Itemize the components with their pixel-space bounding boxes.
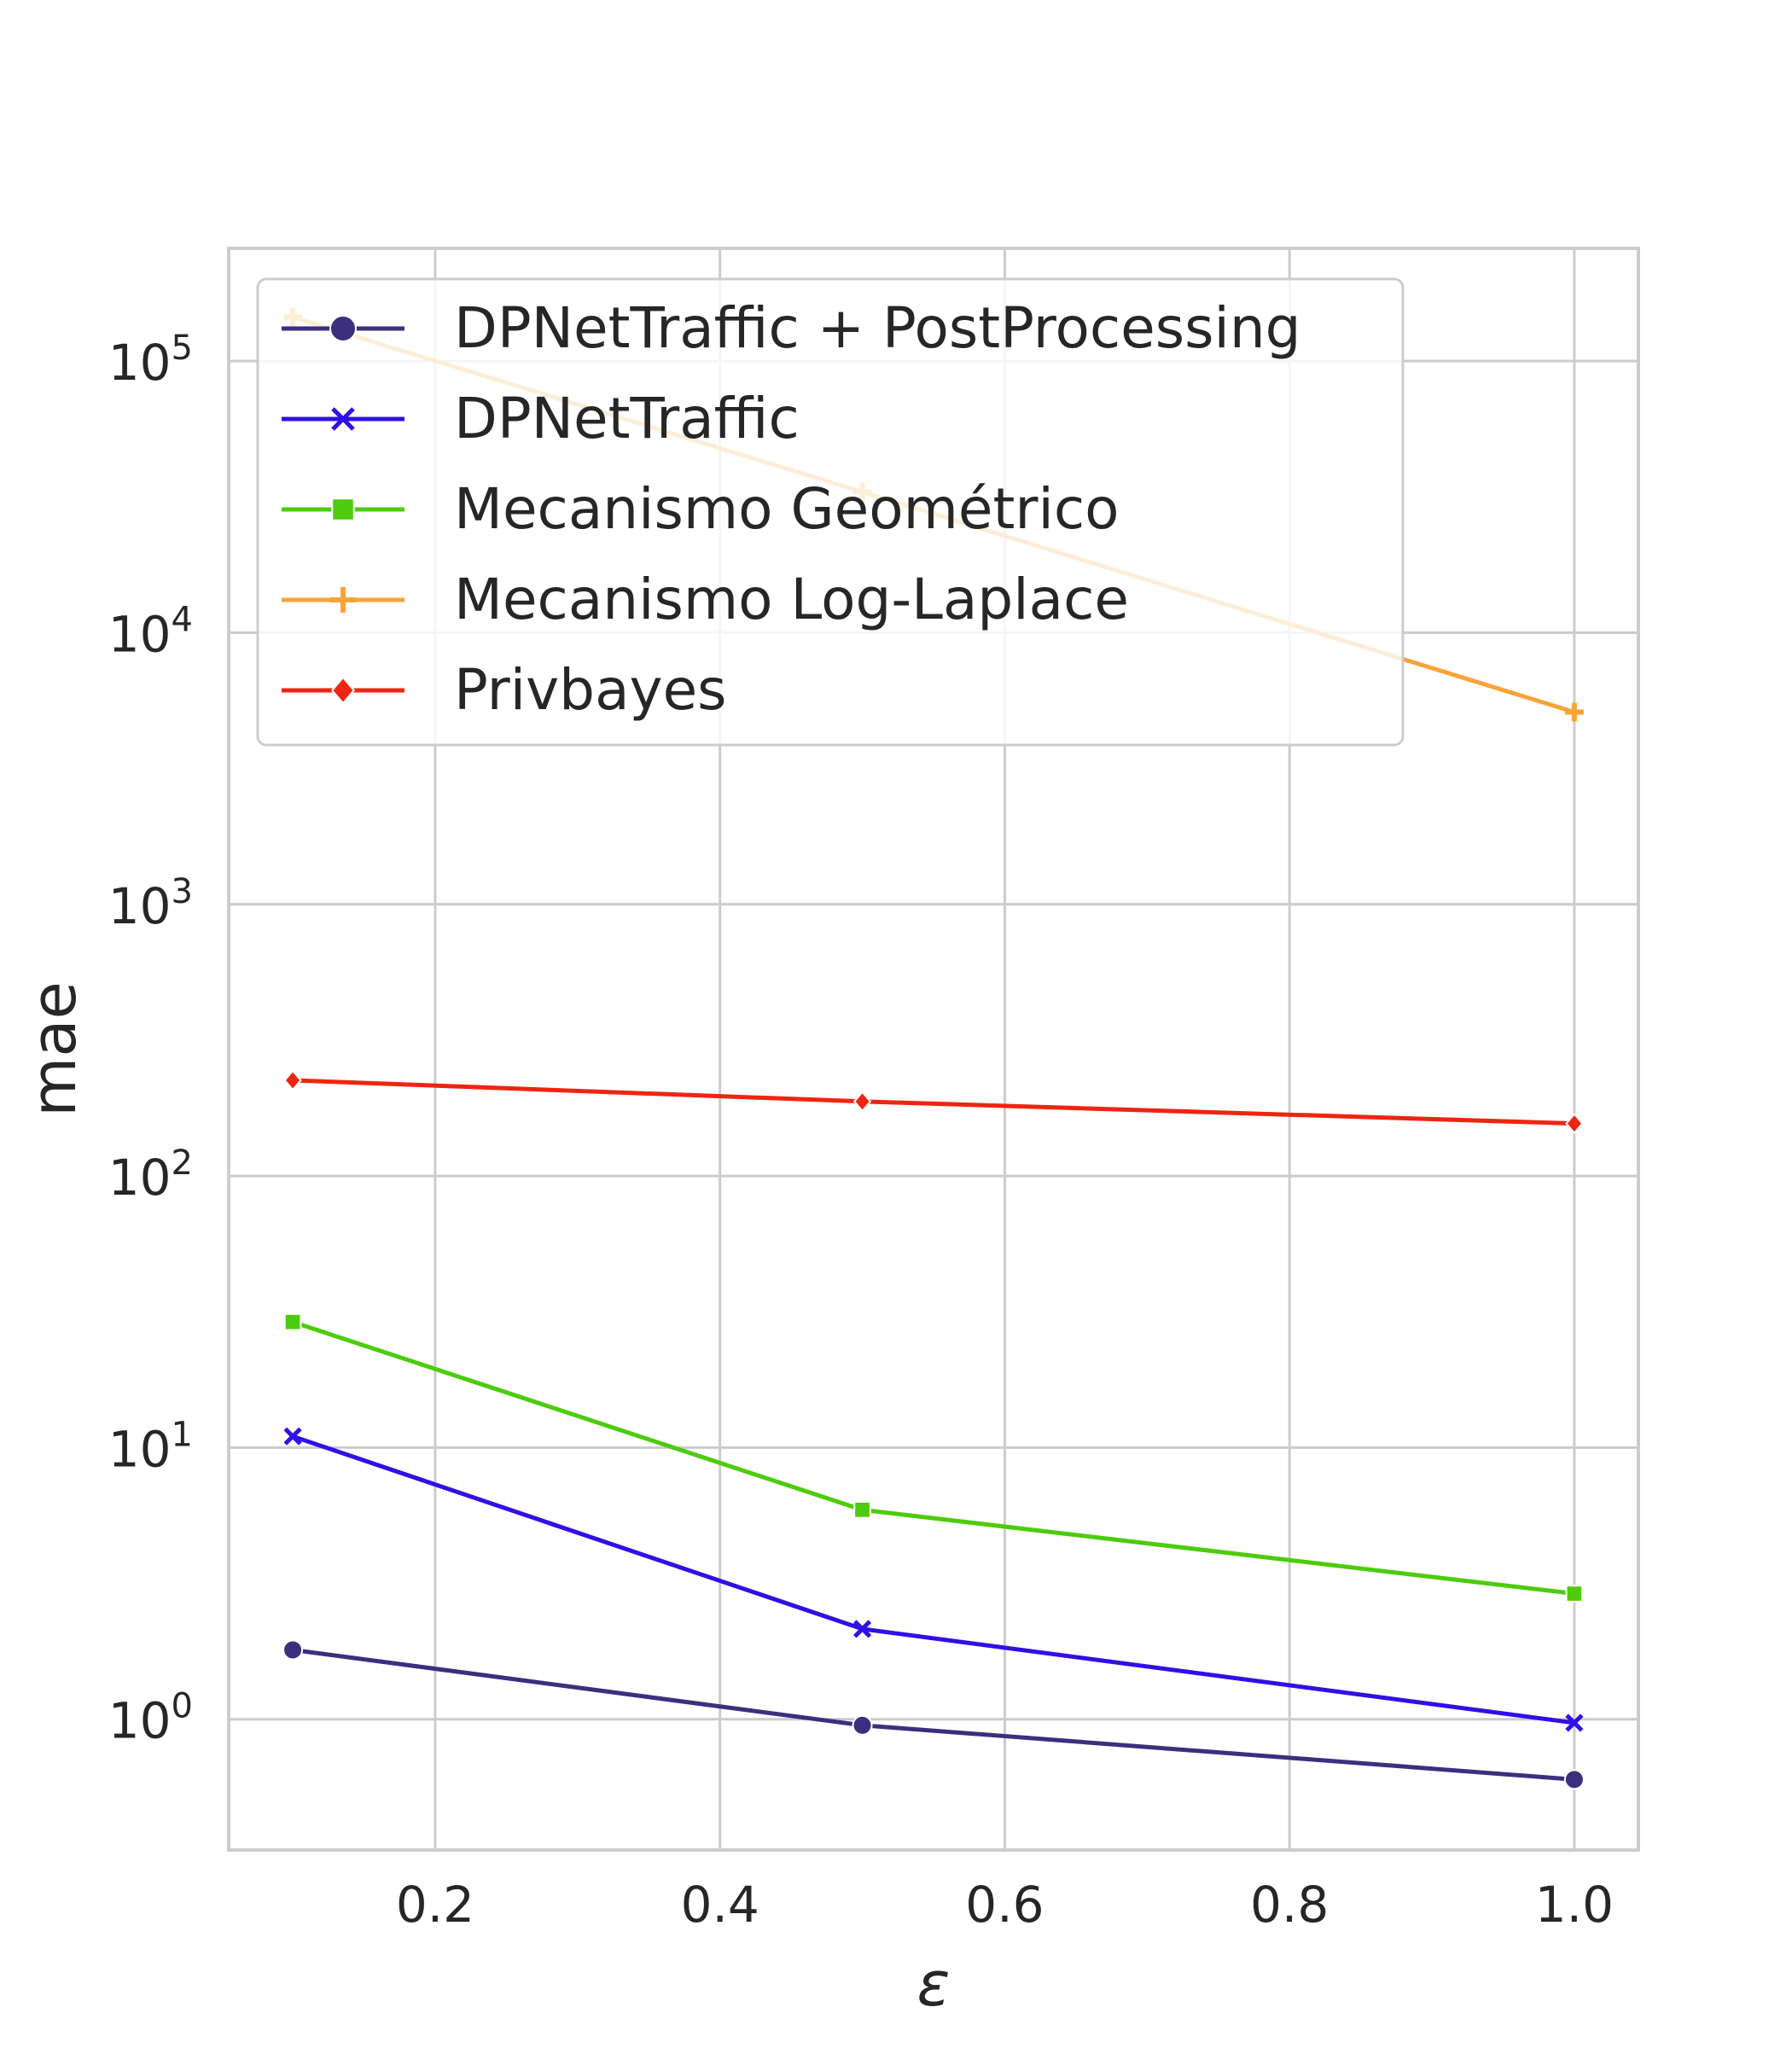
legend-item[interactable]: Mecanismo Geométrico	[282, 476, 1120, 542]
legend-label: Mecanismo Log-Laplace	[454, 567, 1129, 632]
plot-area-border	[227, 247, 1640, 1852]
legend-label: Mecanismo Geométrico	[454, 476, 1120, 542]
data-point	[283, 1069, 302, 1091]
y-tick-label: 104	[108, 600, 193, 663]
series-line	[292, 1647, 1575, 1782]
x-axis-label: ε	[917, 1948, 951, 2020]
legend-label: Privbayes	[454, 657, 727, 723]
legend-label: DPNetTraffic + PostProcessing	[454, 295, 1301, 361]
data-point	[1563, 1769, 1585, 1790]
data-point	[1565, 1585, 1584, 1603]
series-1	[283, 1427, 1584, 1732]
series-line	[292, 1434, 1575, 1725]
y-axis-label: mae	[18, 981, 90, 1117]
data-point	[853, 1620, 872, 1638]
data-point	[282, 1639, 304, 1661]
data-point	[853, 1500, 871, 1519]
x-tick-label: 0.8	[1250, 1876, 1329, 1934]
series-line	[292, 1319, 1575, 1597]
y-axis-ticks: 100 101 102 103 104 105	[108, 329, 193, 1750]
data-point	[852, 1714, 873, 1736]
y-tick-label: 105	[108, 329, 193, 392]
data-point	[852, 1091, 872, 1113]
data-point	[1565, 1713, 1584, 1732]
legend-box	[256, 277, 1405, 747]
legend-marker	[331, 497, 355, 521]
x-tick-label: 0.6	[965, 1876, 1044, 1934]
legend[interactable]: DPNetTraffic + PostProcessing DPNetTraffi…	[256, 277, 1405, 747]
legend-item[interactable]: Privbayes	[282, 657, 727, 723]
data-point	[283, 1312, 302, 1331]
legend-label: DPNetTraffic	[454, 386, 800, 451]
x-tick-label: 0.4	[681, 1876, 759, 1934]
data-point	[1565, 1113, 1584, 1135]
x-tick-label: 0.2	[396, 1876, 474, 1934]
legend-item[interactable]: Mecanismo Log-Laplace	[282, 567, 1129, 632]
series-line	[292, 1078, 1574, 1126]
series-4	[283, 1069, 1584, 1135]
legend-marker	[330, 587, 356, 613]
legend-marker	[329, 315, 357, 342]
legend-marker	[331, 407, 355, 431]
y-tick-label: 103	[108, 872, 193, 935]
data-point	[1564, 702, 1584, 722]
y-tick-label: 100	[108, 1687, 193, 1750]
legend-marker	[330, 676, 356, 705]
x-tick-label: 1.0	[1535, 1876, 1614, 1934]
series-2	[283, 1312, 1584, 1603]
y-tick-label: 102	[108, 1143, 193, 1207]
x-axis-ticks: 0.2 0.4 0.6 0.8 1.0	[396, 1876, 1614, 1934]
legend-item[interactable]: DPNetTraffic	[282, 386, 800, 451]
y-tick-label: 101	[108, 1415, 193, 1478]
data-point	[283, 1427, 302, 1446]
series-0	[282, 1639, 1585, 1790]
legend-item[interactable]: DPNetTraffic + PostProcessing	[282, 295, 1301, 361]
